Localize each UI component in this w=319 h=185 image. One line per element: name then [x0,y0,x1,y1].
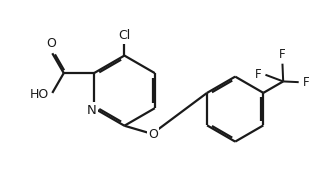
Text: F: F [279,48,286,61]
Text: Cl: Cl [118,29,130,42]
Text: F: F [255,68,262,81]
Text: O: O [148,128,158,141]
Text: F: F [302,76,309,89]
Text: N: N [87,104,97,117]
Text: HO: HO [30,88,49,101]
Text: O: O [46,37,56,50]
